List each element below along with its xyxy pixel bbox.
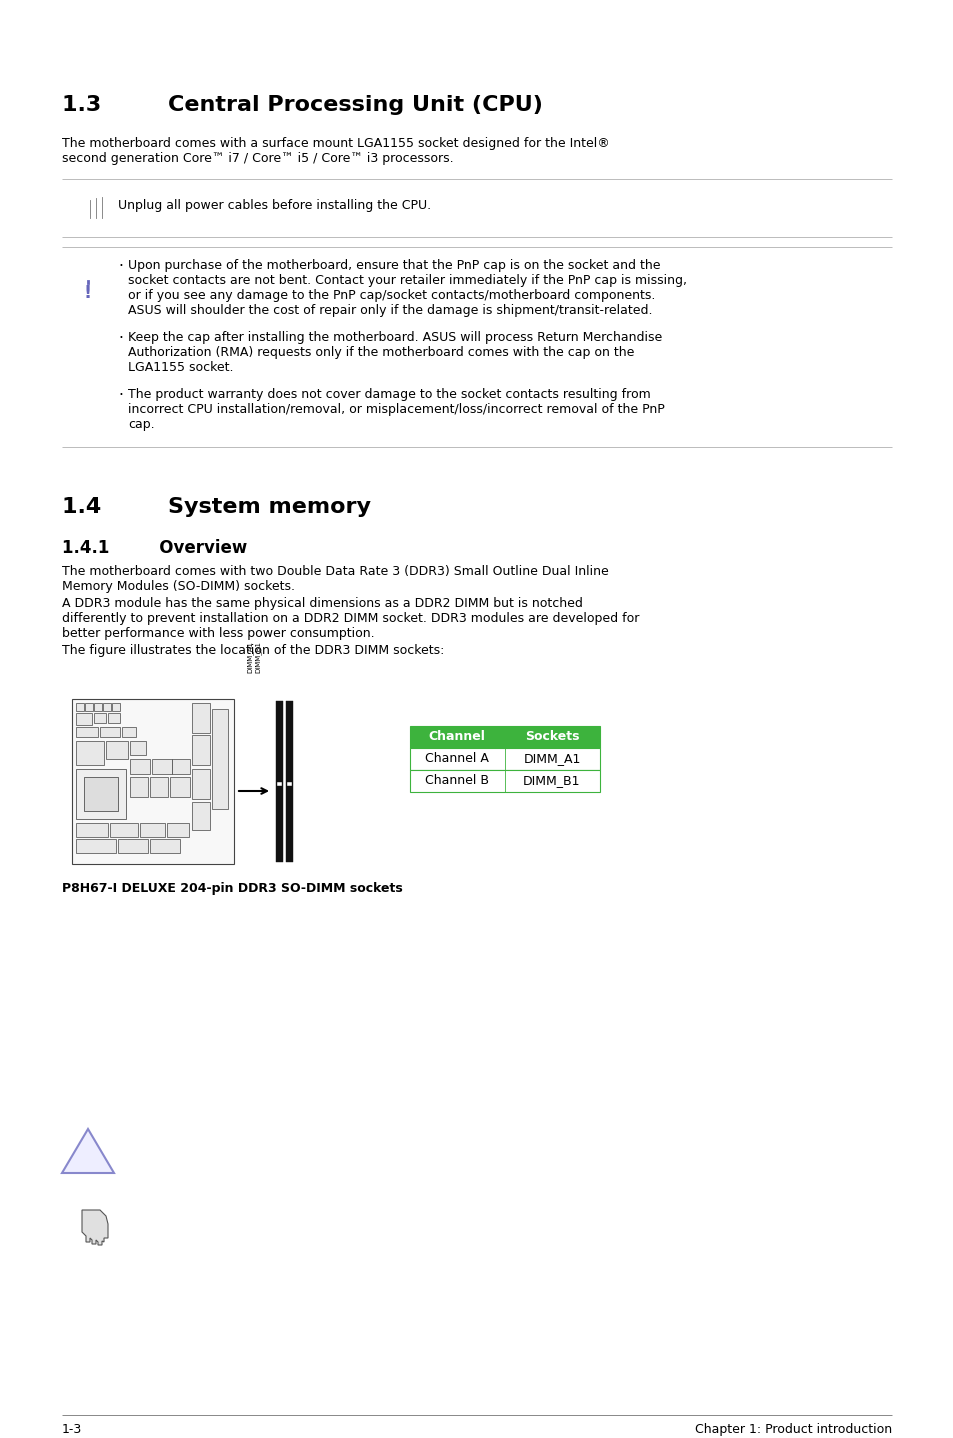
Bar (192, 703, 210, 733)
Text: Memory Modules (SO-DIMM) sockets.: Memory Modules (SO-DIMM) sockets. (62, 580, 294, 592)
Bar (85, 703, 92, 710)
Bar (130, 759, 150, 774)
Bar (286, 700, 293, 861)
Polygon shape (82, 1209, 108, 1245)
Text: 1.4.1   Overview: 1.4.1 Overview (62, 539, 247, 557)
Bar (112, 703, 120, 710)
Bar (94, 703, 102, 710)
Bar (130, 741, 146, 755)
Bar (150, 777, 168, 797)
Bar (110, 823, 138, 837)
Text: DIMM_B1: DIMM_B1 (254, 641, 261, 673)
Text: The product warranty does not cover damage to the socket contacts resulting from: The product warranty does not cover dama… (128, 388, 650, 401)
Bar (276, 782, 282, 787)
Text: LGA1155 socket.: LGA1155 socket. (128, 361, 233, 374)
Bar (76, 823, 108, 837)
Bar (103, 703, 111, 710)
Bar (275, 700, 283, 861)
Bar (84, 777, 118, 811)
Bar (100, 728, 120, 738)
Bar (192, 769, 210, 800)
Bar (150, 838, 180, 853)
Bar (287, 782, 292, 787)
Text: Keep the cap after installing the motherboard. ASUS will process Return Merchand: Keep the cap after installing the mother… (128, 331, 661, 344)
Bar (71, 699, 233, 864)
Text: Chapter 1: Product introduction: Chapter 1: Product introduction (694, 1424, 891, 1437)
Bar (192, 802, 210, 830)
Bar (94, 713, 106, 723)
Text: or if you see any damage to the PnP cap/socket contacts/motherboard components.: or if you see any damage to the PnP cap/… (128, 289, 655, 302)
Text: second generation Core™ i7 / Core™ i5 / Core™ i3 processors.: second generation Core™ i7 / Core™ i5 / … (62, 152, 453, 165)
Bar (108, 713, 120, 723)
Bar (170, 777, 190, 797)
Text: ·: · (118, 388, 123, 403)
Text: Sockets: Sockets (524, 731, 578, 743)
Text: ·: · (118, 331, 123, 347)
Bar (410, 769, 599, 792)
Text: Upon purchase of the motherboard, ensure that the PnP cap is on the socket and t: Upon purchase of the motherboard, ensure… (128, 259, 659, 272)
Text: differently to prevent installation on a DDR2 DIMM socket. DDR3 modules are deve: differently to prevent installation on a… (62, 613, 639, 626)
Polygon shape (62, 1129, 113, 1173)
Bar (76, 741, 104, 765)
Text: 1.3   Central Processing Unit (CPU): 1.3 Central Processing Unit (CPU) (62, 95, 542, 115)
Text: P8H67-I DELUXE 204-pin DDR3 SO-DIMM sockets: P8H67-I DELUXE 204-pin DDR3 SO-DIMM sock… (62, 881, 402, 894)
Bar (76, 838, 116, 853)
Text: A DDR3 module has the same physical dimensions as a DDR2 DIMM but is notched: A DDR3 module has the same physical dime… (62, 597, 582, 610)
Bar (122, 728, 136, 738)
Text: Channel B: Channel B (424, 775, 489, 788)
Bar (167, 823, 189, 837)
Bar (130, 777, 148, 797)
Bar (76, 713, 91, 725)
Text: !: ! (84, 283, 92, 302)
Text: DIMM_B1: DIMM_B1 (522, 775, 580, 788)
Text: ·: · (118, 259, 123, 275)
Bar (410, 748, 599, 769)
Bar (152, 759, 172, 774)
Bar (212, 709, 228, 810)
Bar (76, 728, 98, 738)
Text: Channel A: Channel A (425, 752, 489, 765)
Text: better performance with less power consumption.: better performance with less power consu… (62, 627, 375, 640)
Bar (192, 735, 210, 765)
Text: 1.4   System memory: 1.4 System memory (62, 498, 371, 518)
Bar (118, 838, 148, 853)
Text: socket contacts are not bent. Contact your retailer immediately if the PnP cap i: socket contacts are not bent. Contact yo… (128, 275, 686, 288)
Text: Channel: Channel (428, 731, 485, 743)
Text: Unplug all power cables before installing the CPU.: Unplug all power cables before installin… (118, 198, 431, 211)
Text: cap.: cap. (128, 418, 154, 431)
Text: ASUS will shoulder the cost of repair only if the damage is shipment/transit-rel: ASUS will shoulder the cost of repair on… (128, 303, 652, 316)
Text: The motherboard comes with a surface mount LGA1155 socket designed for the Intel: The motherboard comes with a surface mou… (62, 137, 609, 150)
Bar (76, 769, 126, 820)
Bar (172, 759, 190, 774)
Bar (140, 823, 165, 837)
Bar (106, 741, 128, 759)
Text: incorrect CPU installation/removal, or misplacement/loss/incorrect removal of th: incorrect CPU installation/removal, or m… (128, 403, 664, 416)
Text: Authorization (RMA) requests only if the motherboard comes with the cap on the: Authorization (RMA) requests only if the… (128, 347, 634, 360)
Bar (76, 703, 84, 710)
Bar (410, 726, 599, 748)
Text: The figure illustrates the location of the DDR3 DIMM sockets:: The figure illustrates the location of t… (62, 644, 444, 657)
Text: DIMM_A1: DIMM_A1 (523, 752, 580, 765)
Text: The motherboard comes with two Double Data Rate 3 (DDR3) Small Outline Dual Inli: The motherboard comes with two Double Da… (62, 565, 608, 578)
Text: DIMM_A1: DIMM_A1 (247, 641, 253, 673)
Text: 1-3: 1-3 (62, 1424, 82, 1437)
